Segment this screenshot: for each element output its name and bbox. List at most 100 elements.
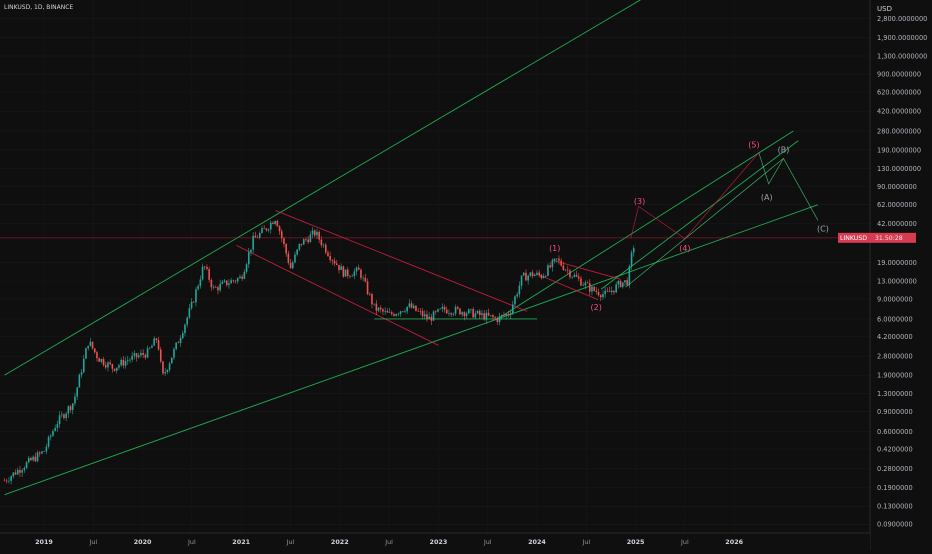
candle-body	[597, 291, 600, 296]
candle-body	[245, 264, 248, 272]
trend-line-bear-channel-bottom	[236, 244, 439, 346]
candle-body	[461, 312, 463, 315]
candle-body	[452, 313, 455, 315]
candle-body	[192, 301, 195, 303]
price-tick-label: 0.9000000	[877, 408, 913, 416]
candle-body	[586, 282, 589, 284]
candle-body	[382, 309, 384, 312]
candle-body	[313, 230, 316, 236]
candle-body	[67, 406, 70, 414]
candle-body	[122, 359, 125, 366]
candle-body	[397, 313, 400, 315]
candle-body	[456, 307, 459, 309]
price-axis-labels: 2,800.0000000 1,900.0000000 1,300.0000000 9…	[877, 15, 927, 529]
candle-body	[63, 414, 65, 419]
candle-body	[254, 235, 257, 238]
candle-body	[320, 239, 323, 246]
candle-body	[604, 290, 606, 294]
candle-body	[155, 338, 158, 341]
wave-paths[interactable]	[625, 152, 819, 288]
candle-body	[203, 266, 206, 268]
candle-body	[175, 342, 177, 350]
candle-body	[232, 280, 235, 281]
candle-body	[621, 282, 624, 288]
candle-body	[351, 276, 353, 277]
candle-body	[465, 313, 468, 317]
candle-body	[124, 361, 127, 366]
candle-body	[5, 480, 8, 482]
candle-body	[564, 269, 567, 271]
candle-body	[483, 313, 485, 320]
candle-body	[494, 317, 496, 318]
candle-body	[52, 431, 54, 436]
price-tick-label: 0.1300000	[877, 503, 913, 511]
candle-body	[540, 274, 543, 279]
candle-body	[307, 239, 309, 243]
candle-body	[410, 303, 413, 308]
candle-body	[443, 306, 446, 310]
price-tick-label: 0.6000000	[877, 428, 913, 436]
candle-body	[252, 235, 254, 250]
price-tick-label: 1.3000000	[877, 390, 913, 398]
candle-body	[164, 372, 166, 374]
symbol-label[interactable]: LINKUSD, 1D, BINANCE	[4, 4, 73, 11]
candle-body	[58, 415, 61, 425]
candle-body	[41, 451, 43, 454]
candle-body	[14, 472, 17, 475]
wave-label: (2)	[590, 303, 601, 312]
trend-line-bear-channel-top	[275, 210, 528, 312]
time-tick-label: Jul	[581, 538, 590, 546]
last-price-symbol: LINKUSD	[840, 235, 867, 242]
candle-body	[360, 269, 362, 278]
candle-body	[305, 239, 307, 240]
candle-body	[217, 287, 219, 291]
last-price-badge[interactable]: LINKUSD 31.50:28	[838, 232, 916, 243]
candle-body	[371, 294, 373, 305]
candle-body	[111, 364, 114, 369]
candles	[3, 219, 635, 485]
candle-body	[118, 365, 120, 368]
candle-body	[608, 291, 611, 293]
candle-body	[415, 305, 417, 311]
candle-body	[505, 313, 507, 316]
trend-lines[interactable]	[4, 0, 819, 496]
candle-body	[335, 263, 338, 265]
candle-body	[448, 313, 450, 314]
price-tick-label: 1.9000000	[877, 372, 913, 380]
candle-body	[47, 436, 50, 447]
candle-body	[514, 296, 516, 305]
candle-body	[302, 239, 305, 245]
candle-body	[399, 311, 402, 314]
time-tick-label: 2021	[232, 538, 250, 546]
candle-body	[69, 406, 72, 410]
candle-body	[379, 307, 382, 310]
candle-body	[250, 249, 252, 253]
candle-body	[8, 480, 10, 482]
candle-body	[617, 280, 620, 285]
candle-body	[441, 306, 444, 309]
trend-line-wave-channel-lower	[600, 140, 799, 290]
candle-body	[65, 413, 67, 419]
time-axis-background[interactable]	[0, 533, 870, 550]
candle-body	[584, 282, 587, 286]
candle-body	[296, 249, 298, 255]
candle-body	[126, 360, 129, 362]
time-axis-labels: 2019 Jul 2020 Jul 2021 Jul 2022 Jul 2023 Jul 2024 J…	[35, 538, 744, 546]
candle-body	[177, 342, 180, 344]
candle-body	[390, 312, 393, 315]
candle-body	[258, 233, 261, 238]
candle-body	[214, 287, 217, 288]
candle-body	[593, 286, 595, 291]
candle-body	[56, 424, 59, 428]
candle-body	[503, 315, 505, 316]
candle-body	[263, 228, 265, 229]
candle-body	[247, 252, 250, 265]
price-axis-background[interactable]	[870, 0, 932, 550]
candle-body	[553, 258, 556, 261]
candle-body	[87, 345, 89, 349]
price-tick-label: 2,800.0000000	[877, 15, 927, 23]
candle-body	[115, 367, 118, 371]
candle-body	[428, 316, 430, 319]
